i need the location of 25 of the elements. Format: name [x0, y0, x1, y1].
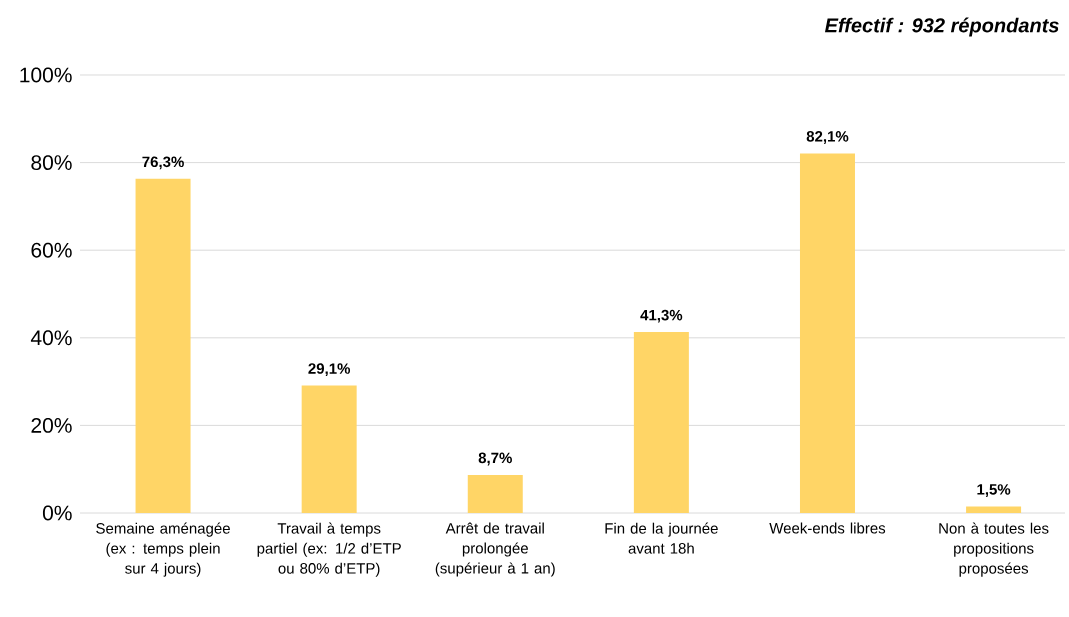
bar [966, 506, 1022, 513]
data-label: 1,5% [977, 484, 1011, 497]
y-tick-label: 40% [30, 330, 72, 346]
data-label: 76,3% [142, 156, 184, 170]
bar [467, 474, 523, 513]
bar [633, 332, 689, 513]
bar [301, 385, 357, 513]
data-label: 41,3% [640, 309, 683, 323]
data-label: 29,1% [308, 363, 351, 377]
data-label: 8,7% [478, 452, 512, 466]
y-tick-label: 0% [42, 505, 72, 521]
x-tick-label: Fin de la journée avant 18h [605, 522, 718, 554]
y-tick-label: 100% [20, 67, 72, 83]
y-tick-label: 80% [31, 155, 72, 171]
x-tick-label: Semaine aménagée (ex : temps plein sur 4 jours) [96, 522, 230, 577]
y-tick-label: 20% [31, 417, 72, 433]
x-tick-label: Travail à temps partiel (ex: 1/2 d’ETP ou 80% d’ETP) [257, 522, 401, 577]
y-tick-label: 60% [31, 242, 72, 258]
bar [135, 178, 191, 513]
bar [799, 153, 855, 513]
x-tick-label: Arrêt de travail prolongée (supérieur à 1 an) [435, 522, 555, 577]
chart-title: Effectif : 932 répondants [824, 17, 1059, 37]
x-tick-label: Non à toutes les propositions proposées [939, 522, 1049, 577]
data-label: 82,1% [806, 131, 849, 144]
x-tick-label: Week-ends libres [769, 522, 886, 534]
